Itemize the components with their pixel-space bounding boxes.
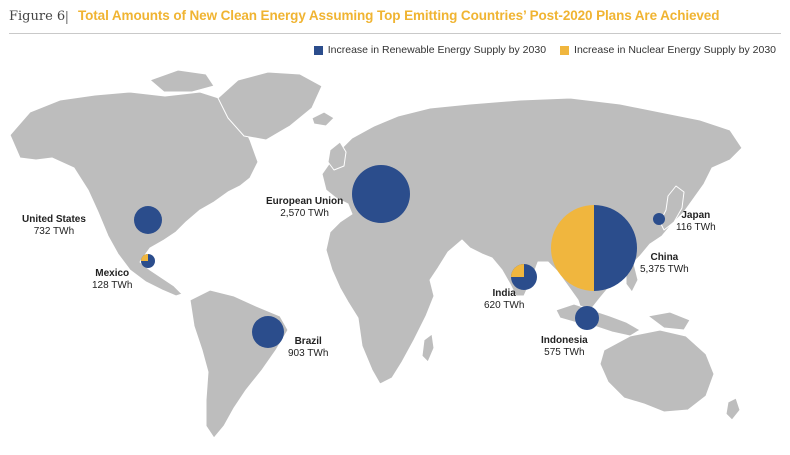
label-indonesia-name: Indonesia (541, 335, 588, 346)
legend-label-renewable: Increase in Renewable Energy Supply by 2… (327, 44, 547, 56)
label-united-states-name: United States (22, 214, 86, 225)
bubble-brazil[interactable] (252, 316, 284, 348)
land-australia (599, 329, 715, 413)
figure-label: Figure 6 (9, 9, 66, 24)
bubble-china-nuclear (551, 205, 594, 291)
bubble-japan[interactable] (653, 213, 665, 225)
bubble-mexico-nuclear (141, 254, 148, 261)
land-iceland (311, 111, 335, 127)
land-new-guinea (647, 311, 691, 331)
label-brazil: Brazil 903 TWh (288, 336, 328, 360)
figure-header: Figure 6 | Total Amounts of New Clean En… (0, 0, 790, 34)
label-indonesia-value: 575 TWh (544, 347, 585, 358)
bubble-indonesia[interactable] (575, 306, 599, 330)
label-european-union-value: 2,570 TWh (280, 208, 329, 219)
legend-item-nuclear: Increase in Nuclear Energy Supply by 203… (560, 44, 776, 56)
label-indonesia: Indonesia 575 TWh (541, 335, 588, 359)
bubble-india[interactable] (511, 264, 537, 290)
land-greenland (217, 71, 323, 141)
label-european-union: European Union 2,570 TWh (266, 196, 343, 220)
land-new-zealand (725, 397, 741, 421)
bubble-european-union[interactable] (352, 165, 410, 223)
label-india: India 620 TWh (484, 288, 524, 312)
bubble-china-renewable (594, 205, 637, 291)
bubble-mexico[interactable] (141, 254, 155, 268)
label-mexico-value: 128 TWh (92, 280, 133, 291)
land-eurasia-africa (321, 97, 743, 385)
label-japan-value: 116 TWh (676, 222, 716, 233)
label-india-value: 620 TWh (484, 300, 525, 311)
legend-swatch-nuclear (560, 45, 570, 55)
legend: Increase in Renewable Energy Supply by 2… (300, 44, 776, 56)
label-china: China 5,375 TWh (640, 252, 689, 276)
bubble-india-nuclear (511, 264, 524, 277)
label-japan-name: Japan (681, 210, 711, 221)
bubble-united-states[interactable] (134, 206, 162, 234)
land-south-america (189, 289, 289, 439)
legend-swatch-renewable (313, 45, 323, 55)
land-arctic-islands (149, 69, 215, 93)
label-japan: Japan 116 TWh (676, 210, 716, 234)
land-madagascar (421, 333, 435, 363)
label-mexico: Mexico 128 TWh (92, 268, 132, 292)
label-india-name: India (492, 288, 516, 299)
legend-label-nuclear: Increase in Nuclear Energy Supply by 203… (574, 44, 776, 56)
label-united-states-value: 732 TWh (33, 226, 75, 237)
legend-item-renewable: Increase in Renewable Energy Supply by 2… (313, 44, 547, 56)
bubble-china[interactable] (551, 205, 637, 291)
label-united-states: United States 732 TWh (22, 214, 86, 238)
figure-title: Total Amounts of New Clean Energy Assumi… (78, 8, 720, 23)
label-mexico-name: Mexico (95, 268, 130, 279)
label-china-value: 5,375 TWh (640, 264, 689, 275)
land-north-america (9, 91, 259, 297)
label-brazil-name: Brazil (294, 336, 322, 347)
figure-separator: | (65, 8, 69, 24)
label-european-union-name: European Union (266, 196, 344, 207)
land-uk (327, 141, 347, 171)
header-divider (9, 33, 781, 34)
bubbles (134, 165, 665, 348)
label-china-name: China (650, 252, 679, 263)
land-japan (659, 185, 685, 231)
label-brazil-value: 903 TWh (288, 348, 329, 359)
